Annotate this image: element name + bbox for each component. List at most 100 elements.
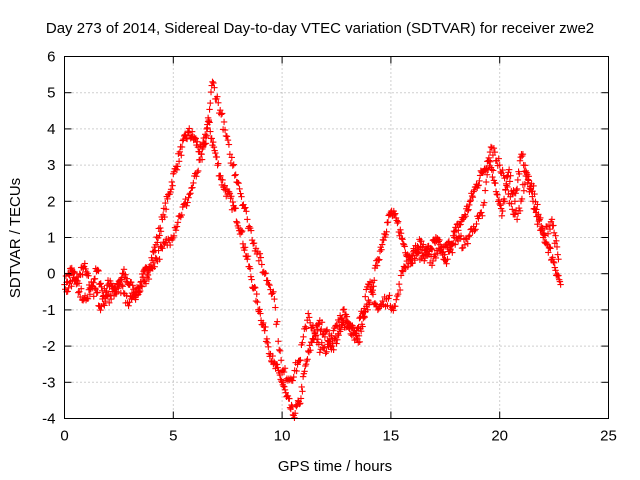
data-point (238, 193, 245, 200)
data-point (316, 349, 324, 356)
data-point (230, 161, 237, 168)
y-tick-label: 3 (47, 157, 55, 174)
data-point (490, 144, 498, 152)
data-point (394, 219, 401, 227)
data-point (252, 297, 260, 305)
data-point (516, 170, 523, 178)
data-point (492, 180, 499, 187)
data-point (438, 244, 445, 251)
data-point (150, 248, 157, 256)
data-point (504, 183, 511, 191)
data-point (337, 326, 345, 333)
data-point (183, 135, 191, 143)
data-point (252, 245, 260, 252)
data-point (157, 224, 164, 232)
data-point (530, 182, 537, 190)
data-point (178, 211, 185, 219)
data-point (554, 251, 561, 258)
data-point (327, 342, 334, 349)
data-point (305, 310, 312, 317)
data-point (257, 310, 264, 317)
data-point (263, 335, 271, 343)
data-point (513, 185, 521, 193)
data-point (471, 227, 478, 234)
data-point (183, 202, 190, 209)
data-point (73, 280, 80, 288)
data-point (271, 295, 278, 303)
data-point (296, 400, 303, 408)
data-point (334, 323, 341, 330)
y-tick-label: 2 (47, 193, 55, 210)
data-point (551, 264, 559, 271)
data-point (462, 212, 469, 220)
data-point (224, 136, 232, 144)
data-point (321, 344, 328, 352)
data-point (168, 178, 176, 186)
data-point (421, 254, 429, 262)
x-tick-label: 0 (60, 428, 68, 445)
data-point (292, 402, 300, 409)
data-point (123, 275, 131, 282)
data-point (241, 246, 248, 254)
data-point (148, 264, 155, 271)
data-point (300, 333, 307, 341)
data-point (239, 227, 246, 235)
data-point (487, 158, 494, 165)
data-point (321, 333, 329, 341)
data-point (481, 187, 489, 194)
data-point (535, 211, 542, 218)
data-point (241, 244, 249, 251)
data-point (210, 79, 217, 87)
data-point (97, 306, 104, 314)
data-point (539, 226, 546, 234)
data-point (557, 281, 564, 288)
data-point (397, 272, 405, 279)
data-point (354, 325, 361, 332)
data-point (479, 212, 486, 219)
data-point (186, 191, 193, 198)
x-tick-label: 5 (169, 428, 177, 445)
data-point (346, 322, 353, 329)
data-point (194, 138, 201, 145)
data-point (351, 336, 358, 344)
data-point (307, 347, 314, 354)
data-point (423, 246, 431, 253)
data-point (521, 180, 529, 188)
data-point (294, 361, 301, 368)
data-point (472, 226, 479, 233)
data-point (199, 143, 207, 151)
data-point (323, 326, 331, 333)
data-point (207, 99, 214, 107)
data-point (252, 284, 259, 292)
data-point (549, 254, 556, 261)
data-point (276, 371, 284, 379)
data-point (189, 184, 196, 191)
data-point (533, 206, 540, 213)
data-point (250, 239, 258, 247)
data-point (269, 352, 276, 360)
data-point (299, 388, 306, 395)
data-point (333, 322, 340, 329)
data-point (521, 162, 529, 169)
data-point (398, 267, 406, 274)
data-point (68, 283, 75, 290)
data-point (209, 78, 216, 86)
data-point (162, 206, 170, 213)
data-point (400, 241, 408, 248)
data-point (290, 373, 297, 381)
data-point (221, 182, 228, 189)
data-point (394, 218, 402, 225)
data-point (232, 205, 239, 212)
data-point (534, 201, 541, 208)
data-point (460, 214, 468, 221)
data-point (178, 152, 185, 159)
data-point (393, 296, 400, 303)
data-point (159, 245, 166, 252)
data-point (225, 141, 233, 148)
data-point (378, 241, 386, 248)
data-point (482, 178, 490, 186)
data-point (256, 250, 264, 257)
data-point (478, 209, 485, 216)
data-point (525, 173, 532, 180)
data-point (550, 222, 557, 229)
